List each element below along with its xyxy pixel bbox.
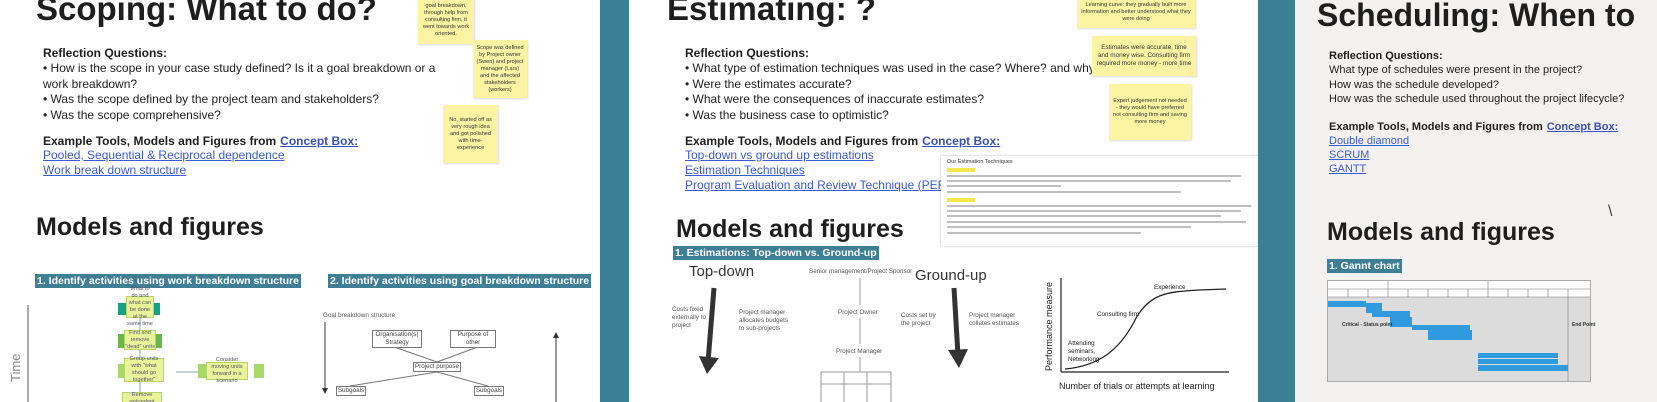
question-list: • How is the scope in your case study de… (43, 61, 463, 123)
document-title: Our Estimation Techniques (947, 159, 1013, 165)
flow-square (150, 303, 160, 315)
tools-heading: Example Tools, Models and Figures from Co… (685, 134, 1000, 148)
figure-label: Goal breakdown structure (323, 312, 396, 319)
flow-box: Group units with "what should go togethe… (124, 356, 164, 383)
question: How was the schedule used throughout the… (1329, 93, 1625, 105)
question: • What type of estimation techniques was… (685, 61, 1102, 75)
flow-square (118, 303, 128, 315)
goal-box: Subgoals (474, 386, 504, 396)
axis-label: Time (8, 353, 23, 382)
sticky-note[interactable]: Estimates were accurate, time and money … (1092, 36, 1196, 76)
question: • Was the business case to optimistic? (685, 107, 889, 122)
figure-label: Project Manager (836, 348, 883, 355)
section-label: 1. Identify activities using work breakd… (35, 274, 301, 288)
panel-scheduling: Scheduling: When to Reflection Questions… (1295, 0, 1657, 402)
question: What type of schedules were present in t… (1329, 64, 1583, 76)
gantt-label: End Point (1572, 322, 1596, 328)
panel-scoping: Scoping: What to do? Reflection Question… (0, 0, 600, 402)
figure-label: Costs fixed externally to project (672, 306, 706, 329)
flow-square (118, 334, 128, 348)
question: • What were the consequences of inaccura… (685, 92, 985, 106)
sticky-note[interactable]: Scope was defined by Project owner (Swen… (473, 40, 527, 98)
section-label: 2. Identify activities using goal breakd… (328, 274, 592, 288)
link[interactable]: SCRUM (1329, 149, 1370, 161)
figure-label: Project Owner (838, 309, 878, 316)
curve-label: Experience (1154, 284, 1186, 291)
axis-label: Performance measure (1044, 281, 1054, 371)
section-label: 1. Estimations: Top-down vs. Ground-up (673, 246, 879, 260)
curve-label: Consulting firm (1097, 311, 1139, 318)
document-lines (947, 168, 1251, 234)
sticky-note[interactable]: goal breakdown, through help from consul… (418, 0, 474, 44)
concept-box-link[interactable]: Concept Box: (1546, 121, 1619, 133)
flow-box: Remove redundant units (122, 392, 162, 402)
flow-box: Consider moving units forward in a scena… (206, 357, 248, 384)
models-heading: Models and figures (36, 213, 264, 241)
flow-square (118, 364, 128, 378)
models-heading: Models and figures (676, 215, 904, 243)
estimation-diagram (699, 278, 1229, 402)
tools-text: Example Tools, Models and Figures from (43, 134, 277, 148)
link[interactable]: Double diamond (1329, 135, 1410, 147)
panel-title: Scheduling: When to (1317, 0, 1636, 33)
gantt-label: Critical - Status point (1342, 322, 1393, 328)
figure-label: Costs set by the project (901, 312, 936, 327)
goal-box: Subgoals (336, 386, 366, 396)
curve-label: Attending seminars, Networking (1068, 340, 1100, 363)
question: • Was the scope comprehensive? (43, 107, 221, 122)
link[interactable]: Estimation Techniques (685, 163, 805, 177)
panel-title: Scoping: What to do? (36, 0, 377, 27)
question: How was the schedule developed? (1329, 78, 1500, 91)
sticky-note[interactable]: Learning curve: they gradually built mor… (1077, 0, 1195, 28)
figure-label: Ground-up (915, 267, 987, 284)
goal-box: Purpose of other (450, 330, 496, 348)
tools-text: Example Tools, Models and Figures from (1329, 121, 1543, 133)
flow-square (152, 334, 162, 348)
question-list: • What type of estimation techniques was… (685, 61, 1105, 123)
panel-title: Estimating: ? (667, 0, 877, 27)
link[interactable]: GANTT (1329, 163, 1367, 175)
tools-heading: Example Tools, Models and Figures from Co… (1329, 121, 1618, 133)
tools-text: Example Tools, Models and Figures from (685, 134, 919, 148)
goal-box: Organisation(s) Strategy (372, 330, 422, 348)
concept-box-link[interactable]: Concept Box: (922, 134, 1001, 148)
panel-estimating: Estimating: ? Reflection Questions: • Wh… (629, 0, 1258, 402)
sticky-note[interactable]: No, started off as very rough idea and g… (443, 105, 498, 163)
flow-box: What to do and what can be done at the s… (126, 286, 154, 327)
flow-square (254, 364, 264, 378)
figure-label: Project manager allocates budgets to sub… (739, 309, 789, 332)
stray-mark: \ (1608, 203, 1613, 220)
section-label: 1. Gannt chart (1327, 259, 1402, 273)
flow-box: Find and remove "dead" units (124, 329, 156, 350)
flow-square (198, 364, 208, 378)
figure-label: Top-down (689, 263, 755, 280)
models-heading: Models and figures (1327, 218, 1555, 246)
concept-box-link[interactable]: Concept Box: (280, 134, 359, 148)
goal-box: Project purpose (413, 362, 461, 372)
flow-lines (27, 305, 559, 402)
link[interactable]: Work break down structure (43, 163, 187, 177)
question: • Was the scope defined by the project t… (43, 92, 379, 106)
axis-label: Number of trials or attempts at learning (1059, 381, 1215, 391)
reflection-heading: Reflection Questions: (685, 46, 810, 60)
gantt-image[interactable]: Critical - Status point End Point (1327, 280, 1595, 382)
link[interactable]: Program Evaluation and Review Technique … (685, 178, 958, 192)
document-thumbnail[interactable]: Our Estimation Techniques (941, 156, 1258, 246)
tools-heading: Example Tools, Models and Figures from Co… (43, 134, 358, 148)
question-list: What type of schedules were present in t… (1329, 63, 1649, 107)
reflection-heading: Reflection Questions: (43, 46, 168, 60)
link[interactable]: Top-down vs ground up estimations (685, 148, 874, 162)
question: • Were the estimates accurate? (685, 76, 852, 91)
sticky-note[interactable]: Expert judgement not needed - they would… (1109, 84, 1191, 140)
reflection-heading: Reflection Questions: (1329, 50, 1443, 62)
link[interactable]: Pooled, Sequential & Reciprocal dependen… (43, 148, 285, 162)
figure-label: Project manager collates estimates (969, 312, 1020, 327)
gantt-drawing (1328, 281, 1590, 381)
question: • How is the scope in your case study de… (43, 61, 436, 91)
figure-label: Senior management/Project Sponsor (809, 268, 913, 275)
